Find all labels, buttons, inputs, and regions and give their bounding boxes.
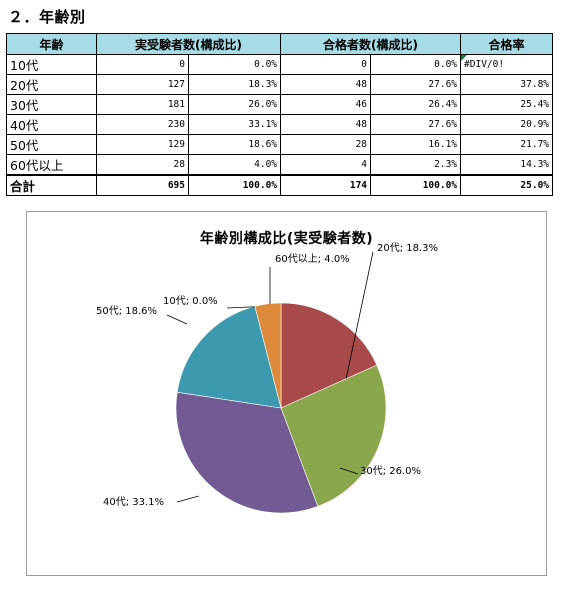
examinee-ratio-cell: 18.6% — [187, 134, 282, 155]
pass-rate-cell: 37.8% — [460, 74, 554, 95]
passers-cell: 28 — [280, 134, 372, 155]
leader-line — [166, 314, 188, 325]
passer-ratio-cell: 27.6% — [370, 114, 462, 135]
pie-slice-30代 — [280, 364, 387, 507]
table-row: 10代 0 0.0% 0 0.0% #DIV/0! — [6, 54, 554, 75]
data-label: 40代; 33.1% — [103, 496, 164, 508]
table-row: 30代 181 26.0% 46 26.4% 25.4% — [6, 94, 554, 115]
header-passers: 合格者数(構成比) — [280, 33, 462, 55]
data-label: 30代; 26.0% — [360, 465, 421, 477]
table-row: 50代 129 18.6% 28 16.1% 21.7% — [6, 134, 554, 155]
examinees-cell: 181 — [96, 94, 189, 115]
passers-cell: 48 — [280, 74, 372, 95]
age-label-cell: 40代 — [6, 114, 97, 135]
examinee-ratio-cell: 33.1% — [187, 114, 282, 135]
header-examinees: 実受験者数(構成比) — [95, 33, 282, 55]
examinees-cell: 129 — [96, 134, 189, 155]
pass-rate-cell: 14.3% — [460, 154, 554, 176]
passer-ratio-cell: 2.3% — [370, 154, 462, 176]
total-row: 合計 695 100.0% 174 100.0% 25.0% — [6, 174, 554, 196]
pass-rate-cell: 21.7% — [460, 134, 554, 155]
age-label-cell: 20代 — [6, 74, 97, 95]
passer-ratio-cell: 26.4% — [370, 94, 462, 115]
data-label: 60代以上; 4.0% — [275, 253, 350, 265]
age-label-cell: 30代 — [6, 94, 97, 115]
examinee-ratio-cell: 4.0% — [187, 154, 282, 176]
chart-title: 年齢別構成比(実受験者数) — [199, 231, 374, 247]
passers-cell: 0 — [280, 54, 372, 75]
examinees-cell: 0 — [96, 54, 189, 75]
passer-ratio-cell: 16.1% — [370, 134, 462, 155]
section-title: ２．年齢別 — [8, 8, 86, 26]
examinees-cell: 230 — [96, 114, 189, 135]
total-passers-cell: 174 — [280, 174, 372, 196]
passers-cell: 46 — [280, 94, 372, 115]
table-row: 40代 230 33.1% 48 27.6% 20.9% — [6, 114, 554, 135]
total-passer-ratio-cell: 100.0% — [370, 174, 462, 196]
examinees-cell: 28 — [96, 154, 189, 176]
leader-line — [176, 495, 200, 503]
table-header-row: 年齢 実受験者数(構成比) 合格者数(構成比) 合格率 — [6, 33, 554, 55]
total-label-cell: 合計 — [6, 174, 97, 196]
age-label-cell: 50代 — [6, 134, 97, 155]
data-label: 20代; 18.3% — [377, 242, 438, 254]
passer-ratio-cell: 27.6% — [370, 74, 462, 95]
pass-rate-cell: 20.9% — [460, 114, 554, 135]
pass-rate-cell: 25.4% — [460, 94, 554, 115]
examinees-cell: 127 — [96, 74, 189, 95]
passers-cell: 48 — [280, 114, 372, 135]
leader-line — [339, 467, 359, 475]
table-row: 60代以上 28 4.0% 4 2.3% 14.3% — [6, 154, 554, 176]
total-examinee-ratio-cell: 100.0% — [187, 174, 282, 196]
header-pass-rate: 合格率 — [460, 33, 554, 55]
examinee-ratio-cell: 26.0% — [187, 94, 282, 115]
table-row: 20代 127 18.3% 48 27.6% 37.8% — [6, 74, 554, 95]
total-pass-rate-cell: 25.0% — [460, 174, 554, 196]
pie-slice-50代 — [176, 305, 282, 409]
age-stats-table: 年齢 実受験者数(構成比) 合格者数(構成比) 合格率 10代 0 0.0% 0 0.0… — [6, 33, 554, 196]
passer-ratio-cell: 0.0% — [370, 54, 462, 75]
header-age: 年齢 — [6, 33, 97, 55]
data-label: 50代; 18.6% — [96, 305, 157, 317]
pie-chart: 年齢別構成比(実受験者数) 20代; 18.3% 30代; 26.0% 40代; 3… — [26, 211, 547, 576]
examinee-ratio-cell: 18.3% — [187, 74, 282, 95]
data-label: 10代; 0.0% — [163, 295, 218, 307]
age-label-cell: 10代 — [6, 54, 97, 75]
pie-slice-20代 — [280, 302, 378, 409]
examinee-ratio-cell: 0.0% — [187, 54, 282, 75]
leader-line — [344, 251, 374, 385]
pie-slice-60代以上 — [254, 302, 282, 409]
pass-rate-cell: #DIV/0! — [460, 54, 554, 75]
age-label-cell: 60代以上 — [6, 154, 97, 176]
passers-cell: 4 — [280, 154, 372, 176]
total-examinees-cell: 695 — [96, 174, 189, 196]
pie-svg: 20代; 18.3% 30代; 26.0% 40代; 33.1% 50代; 18.6%… — [96, 242, 438, 514]
pie-slice-40代 — [175, 391, 319, 514]
